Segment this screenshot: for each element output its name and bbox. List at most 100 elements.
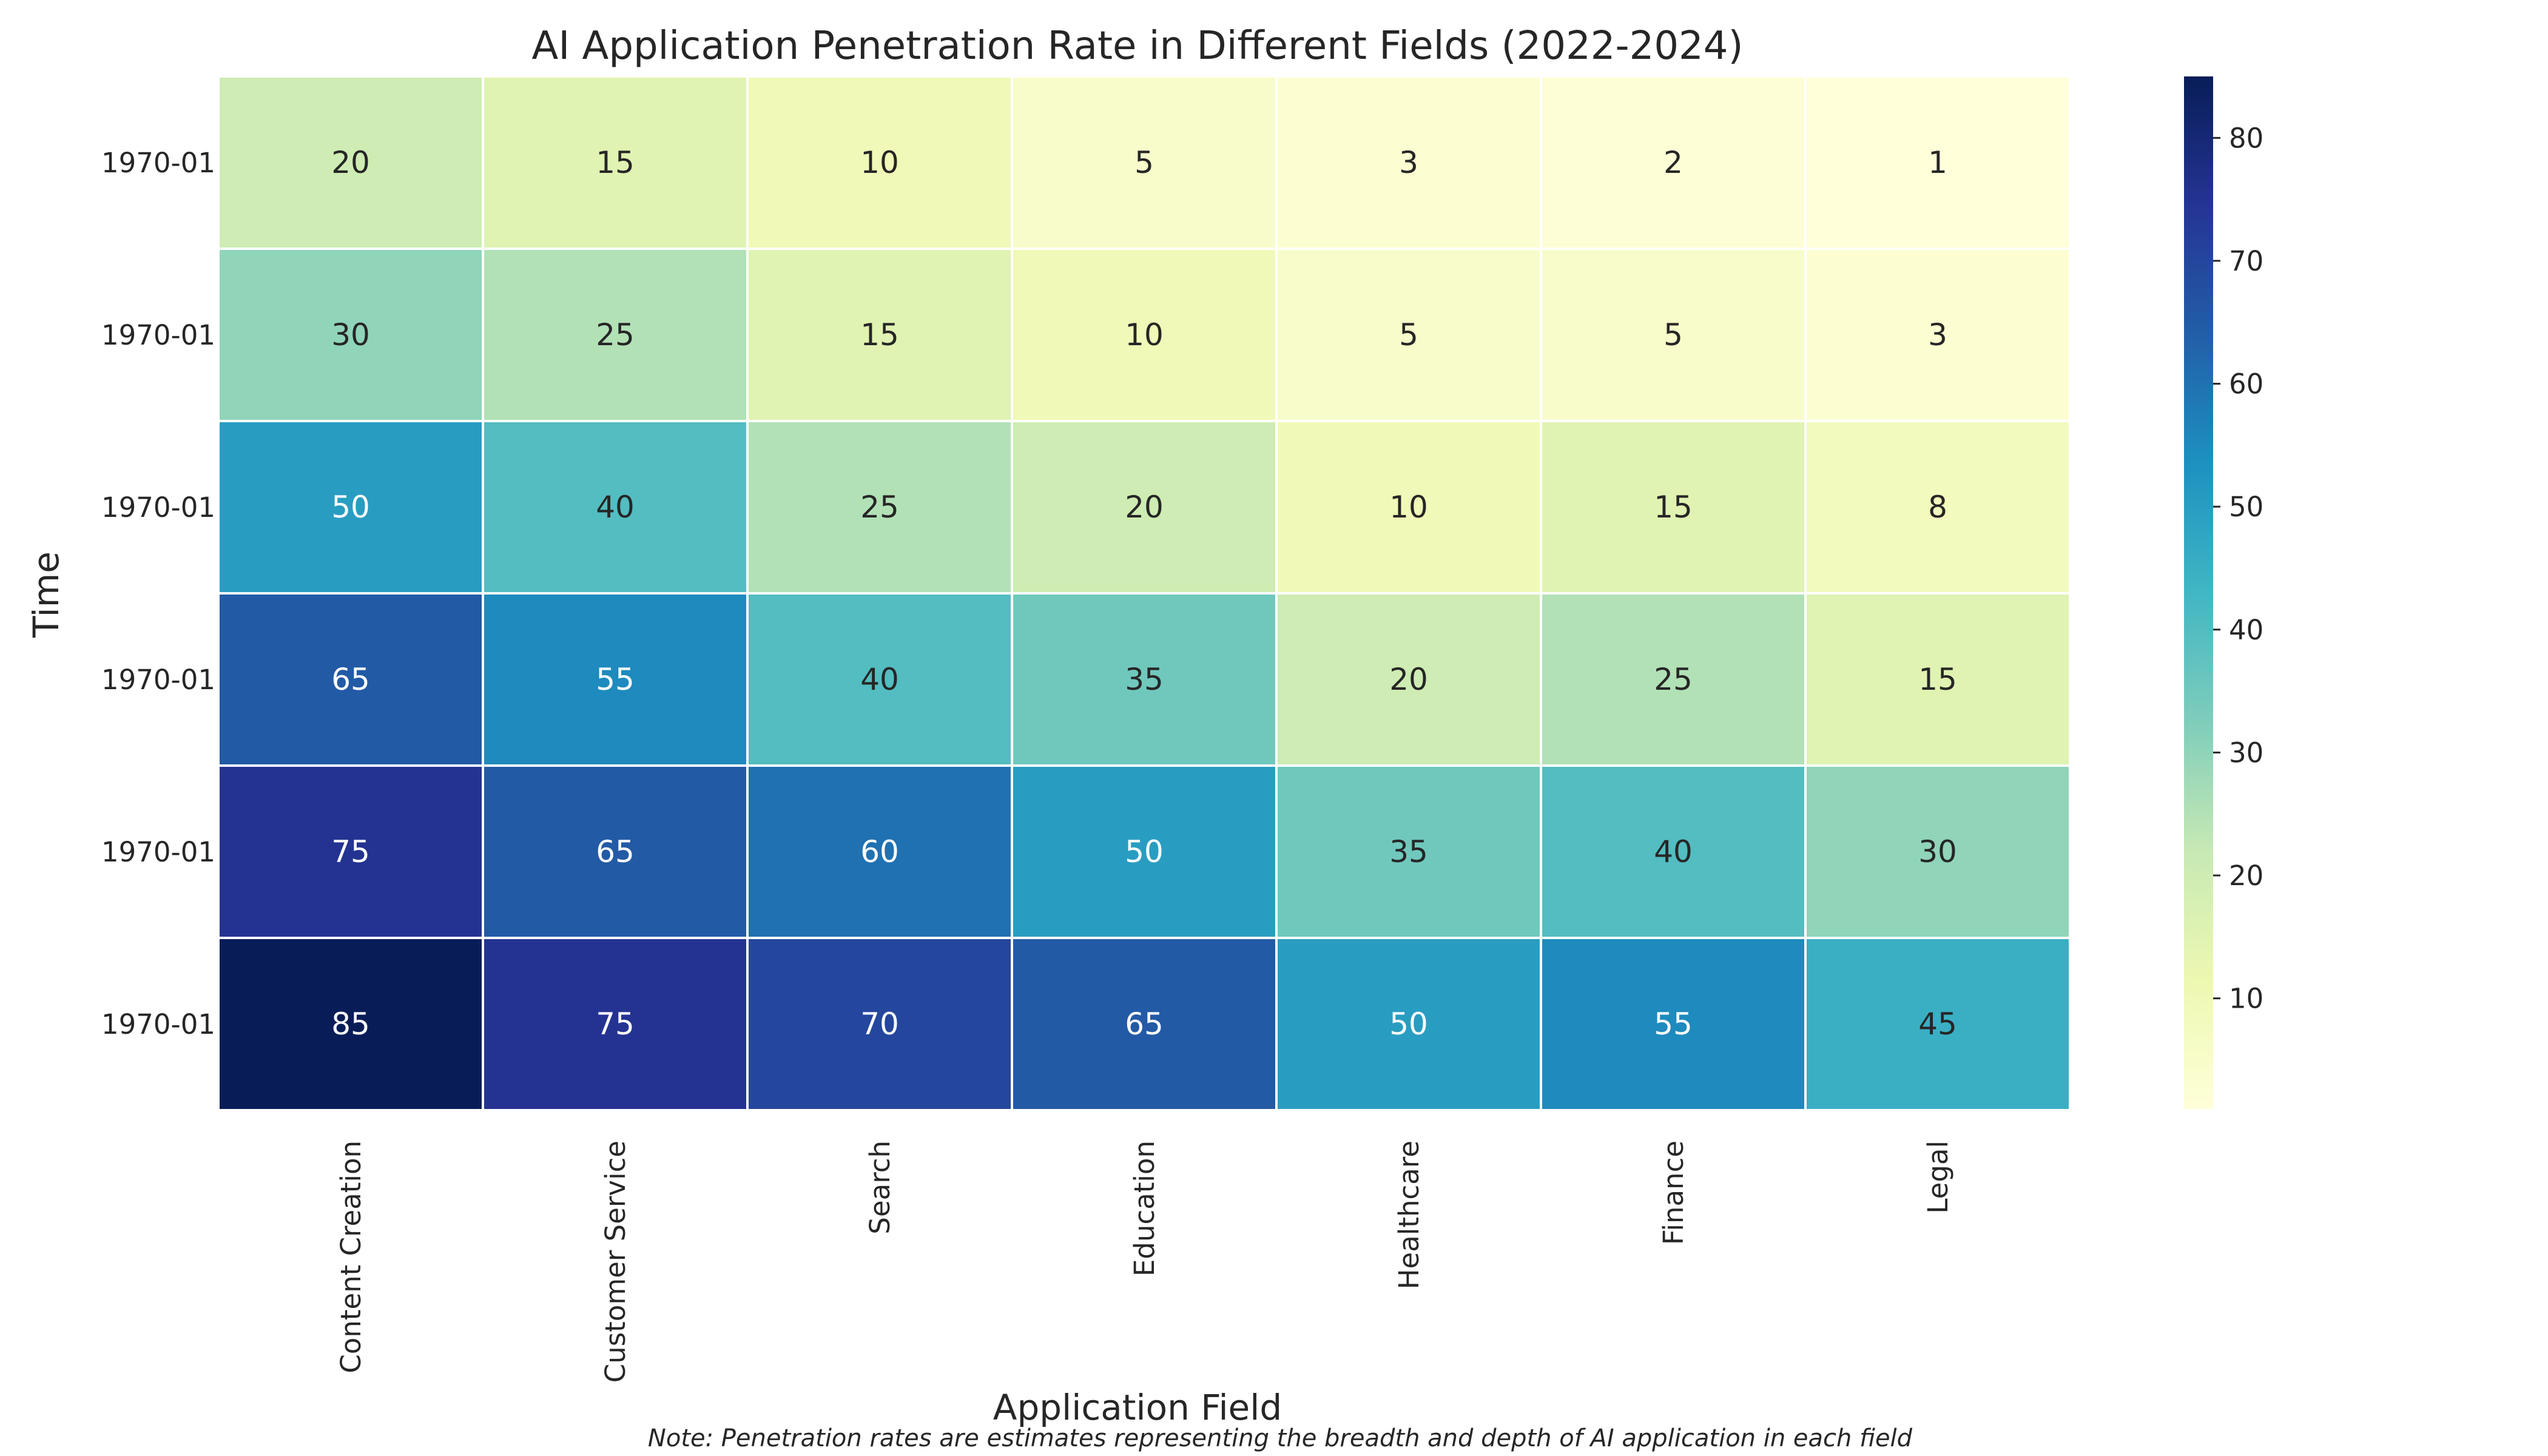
- cell-value-label: 50: [1125, 834, 1164, 869]
- heatmap-cell: [217, 937, 484, 1111]
- cell-value-label: 15: [1654, 490, 1693, 525]
- cell-value-label: 50: [1389, 1006, 1428, 1042]
- cell-value-label: 5: [1663, 317, 1683, 352]
- x-tick-labels: Content Creation Customer Service Search Ed…: [335, 1141, 1954, 1383]
- heatmap-cell: [482, 75, 749, 250]
- heatmap-cell: [217, 248, 484, 422]
- cell-value-label: 20: [1389, 662, 1428, 697]
- cell-value-label: 50: [331, 490, 370, 525]
- cell-value-label: 8: [1928, 490, 1947, 525]
- cell-value-label: 25: [596, 317, 635, 352]
- cell-value-label: 10: [860, 145, 899, 180]
- cell-value-label: 20: [1125, 490, 1164, 525]
- cell-value-label: 35: [1125, 662, 1164, 697]
- cell-value-label: 15: [1918, 662, 1957, 697]
- heatmap-cell: [1275, 248, 1542, 422]
- heatmap-cell: [746, 75, 1013, 250]
- heatmap-cell: [1540, 592, 1807, 767]
- y-tick-label: 1970-01: [101, 1008, 215, 1040]
- colorbar-tick-label: 10: [2229, 983, 2263, 1015]
- cell-value-label: 65: [596, 834, 635, 869]
- cell-value-label: 30: [1918, 834, 1957, 869]
- cell-value-label: 35: [1389, 834, 1428, 869]
- cell-value-label: 10: [1389, 490, 1428, 525]
- heatmap-cell: [217, 592, 484, 767]
- heatmap-cell: [217, 75, 484, 250]
- heatmap-cell: [746, 764, 1013, 939]
- y-tick-label: 1970-01: [101, 664, 215, 696]
- cell-value-label: 2: [1663, 145, 1683, 180]
- cell-value-label: 15: [860, 317, 899, 352]
- x-tick-label: Legal: [1922, 1141, 1954, 1214]
- cell-value-label: 60: [860, 834, 899, 869]
- cell-value-label: 1: [1928, 145, 1947, 180]
- cell-value-label: 55: [596, 662, 635, 697]
- x-axis-label: Application Field: [993, 1387, 1282, 1428]
- heatmap-cell: [1011, 937, 1278, 1111]
- colorbar: [2184, 76, 2213, 1109]
- cell-value-label: 5: [1399, 317, 1418, 352]
- cell-value-label: 25: [1654, 662, 1693, 697]
- colorbar-tick-label: 50: [2229, 491, 2263, 523]
- cell-value-label: 40: [596, 490, 635, 525]
- colorbar-tick-label: 20: [2229, 860, 2263, 892]
- cell-value-label: 70: [860, 1006, 899, 1042]
- heatmap-cell: [1011, 75, 1278, 250]
- cell-value-label: 10: [1125, 317, 1164, 352]
- heatmap-cell: [1011, 420, 1278, 595]
- cell-value-label: 30: [331, 317, 370, 352]
- heatmap-cell: [1540, 75, 1807, 250]
- y-tick-label: 1970-01: [101, 147, 215, 179]
- y-tick-label: 1970-01: [101, 491, 215, 524]
- x-tick-label: Customer Service: [599, 1141, 632, 1383]
- cell-value-label: 55: [1654, 1006, 1693, 1042]
- heatmap-cell: [1275, 420, 1542, 595]
- x-tick-label: Content Creation: [335, 1141, 367, 1373]
- heatmap-cell: [1804, 764, 2071, 939]
- heatmap-grid: 20 15 10 5 3 2 130 25 15 10 5 5 350 40 25 20 10 15 865 55 40…: [217, 75, 2071, 1111]
- heatmap-cell: [217, 420, 484, 595]
- heatmap-cell: [746, 420, 1013, 595]
- heatmap-cell: [746, 937, 1013, 1111]
- heatmap-cell: [1540, 937, 1807, 1111]
- chart-title: AI Application Penetration Rate in Diffe…: [532, 24, 1744, 69]
- cell-value-label: 85: [331, 1006, 370, 1042]
- cell-value-label: 5: [1134, 145, 1154, 180]
- heatmap-cell: [1275, 75, 1542, 250]
- cell-value-label: 75: [596, 1006, 635, 1042]
- colorbar-tick-label: 30: [2229, 736, 2263, 769]
- heatmap-cell: [482, 420, 749, 595]
- x-tick-label: Education: [1128, 1141, 1161, 1276]
- heatmap-cell: [1804, 592, 2071, 767]
- cell-value-label: 40: [860, 662, 899, 697]
- heatmap-cell: [1804, 248, 2071, 422]
- heatmap-cell: [1275, 937, 1542, 1111]
- heatmap-cell: [1804, 420, 2071, 595]
- heatmap-cell: [1540, 248, 1807, 422]
- colorbar-tick-label: 80: [2229, 122, 2263, 154]
- heatmap-cell: [482, 937, 749, 1111]
- y-axis-label: Time: [25, 551, 67, 638]
- colorbar-tick-label: 70: [2229, 245, 2263, 277]
- cell-value-label: 3: [1399, 145, 1418, 180]
- cell-value-label: 3: [1928, 317, 1947, 352]
- cell-value-label: 75: [331, 834, 370, 869]
- colorbar-tick-label: 60: [2229, 368, 2263, 400]
- colorbar-ticks: 10 20 30 40 50 60 70 80: [2213, 122, 2263, 1015]
- y-tick-label: 1970-01: [101, 319, 215, 351]
- cell-value-label: 65: [1125, 1006, 1164, 1042]
- heatmap-cell: [746, 248, 1013, 422]
- colorbar-tick-label: 40: [2229, 614, 2263, 646]
- x-tick-label: Healthcare: [1393, 1141, 1425, 1289]
- chart-note: Note: Penetration rates are estimates re…: [648, 1424, 1913, 1452]
- heatmap-cell: [1804, 937, 2071, 1111]
- heatmap-cell: [482, 592, 749, 767]
- cell-value-label: 20: [331, 145, 370, 180]
- x-tick-label: Search: [864, 1141, 896, 1235]
- y-tick-labels: 1970-01 1970-01 1970-01 1970-01 1970-01 1970-…: [101, 147, 215, 1040]
- cell-value-label: 15: [596, 145, 635, 180]
- cell-value-label: 40: [1654, 834, 1693, 869]
- cell-value-label: 45: [1918, 1006, 1957, 1042]
- y-tick-label: 1970-01: [101, 836, 215, 868]
